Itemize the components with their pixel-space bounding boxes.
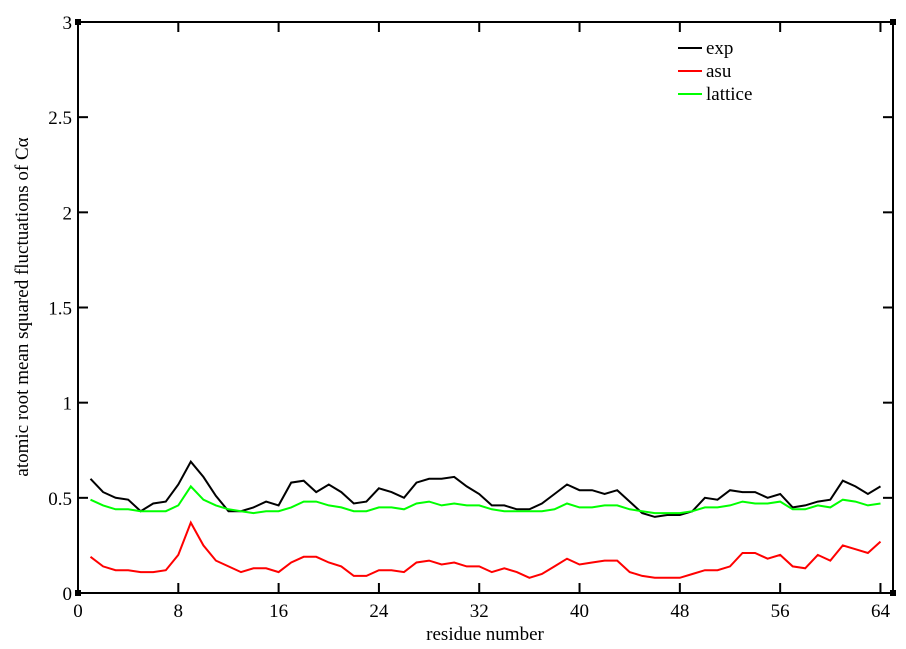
data-line bbox=[89, 459, 882, 518]
y-tick-label: 1 bbox=[63, 394, 73, 415]
y-tick-label: 1.5 bbox=[48, 299, 72, 320]
x-tick-label: 16 bbox=[269, 601, 288, 622]
data-line bbox=[89, 520, 882, 579]
x-tick-label: 24 bbox=[369, 601, 389, 622]
legend-label: asu bbox=[706, 61, 732, 82]
y-tick-label: 2 bbox=[63, 203, 73, 224]
x-axis-label: residue number bbox=[426, 624, 544, 645]
y-tick-label: 0.5 bbox=[48, 489, 72, 510]
x-tick-label: 8 bbox=[174, 601, 184, 622]
data-line bbox=[90, 484, 881, 515]
x-tick-label: 0 bbox=[73, 601, 83, 622]
x-tick-label: 40 bbox=[570, 601, 589, 622]
x-tick-label: 48 bbox=[670, 601, 689, 622]
y-tick-label: 3 bbox=[63, 13, 73, 34]
y-tick-label: 2.5 bbox=[48, 108, 72, 129]
legend-label: exp bbox=[706, 38, 733, 59]
x-tick-label: 64 bbox=[871, 601, 891, 622]
x-tick-label: 32 bbox=[470, 601, 489, 622]
legend-label: lattice bbox=[706, 84, 752, 105]
y-axis-label: atomic root mean squared fluctuations of… bbox=[12, 137, 33, 476]
x-tick-label: 56 bbox=[771, 601, 790, 622]
y-tick-label: 0 bbox=[63, 584, 73, 605]
